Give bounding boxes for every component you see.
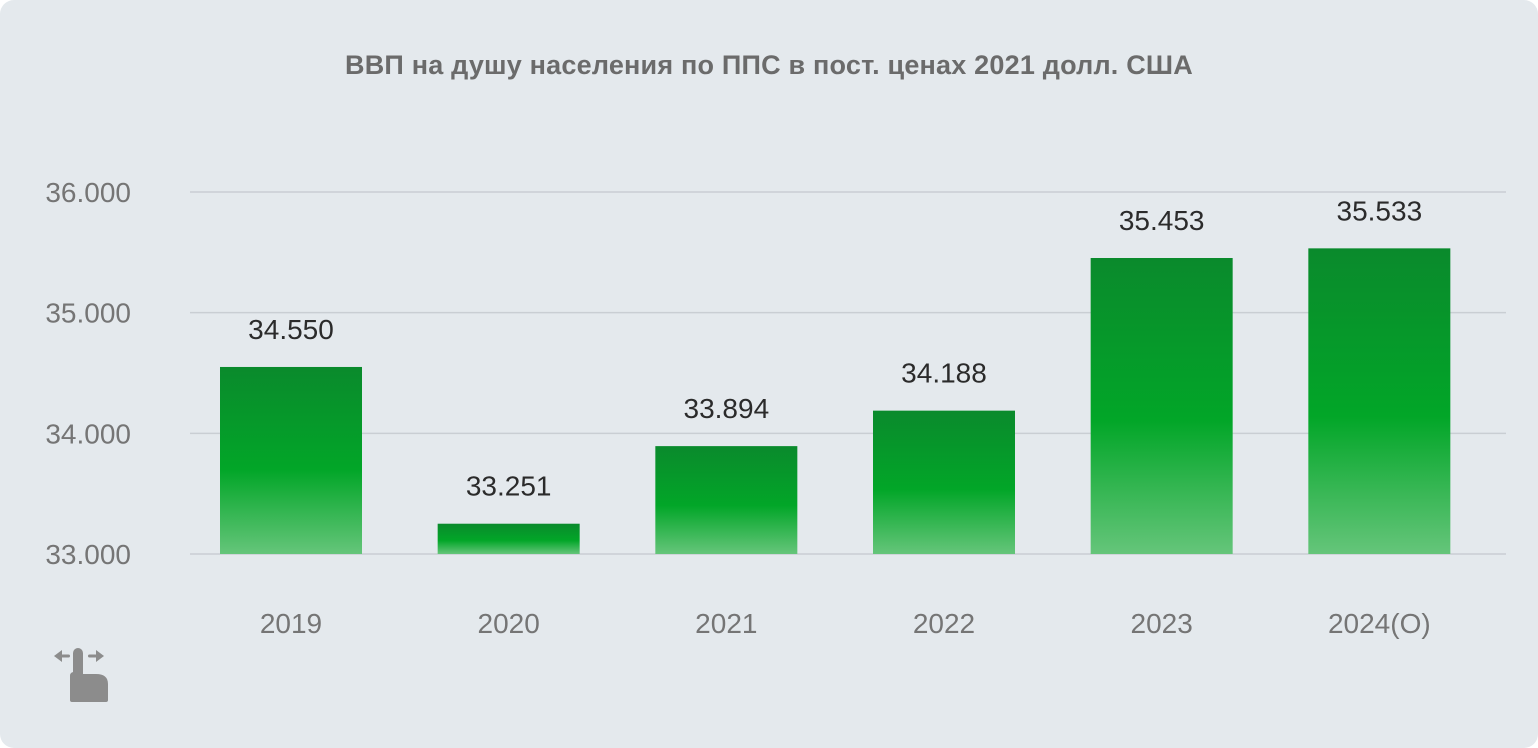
y-tick-label: 35.000 xyxy=(45,298,131,329)
bar-value-label: 33.894 xyxy=(684,393,770,424)
x-tick-label: 2020 xyxy=(478,608,540,639)
bar xyxy=(220,366,362,554)
bar-value-label: 34.188 xyxy=(901,358,987,389)
bar-value-label: 34.550 xyxy=(248,314,334,345)
y-tick-label: 34.000 xyxy=(45,418,131,449)
x-tick-label: 2019 xyxy=(260,608,322,639)
y-tick-label: 33.000 xyxy=(45,539,131,570)
x-tick-label: 2021 xyxy=(695,608,757,639)
bar xyxy=(437,523,580,554)
x-tick-label: 2024(O) xyxy=(1328,608,1431,639)
bar-value-label: 33.251 xyxy=(466,471,552,502)
x-tick-label: 2022 xyxy=(913,608,975,639)
y-tick-label: 36.000 xyxy=(45,177,131,208)
bars xyxy=(220,248,1451,555)
grid-lines xyxy=(190,191,1506,555)
x-axis-ticks: 2019 2020 2021 2022 2023 2024(O) xyxy=(260,608,1431,639)
data-labels: 34.550 33.251 33.894 34.188 35.453 35.533 xyxy=(248,195,1422,501)
bar-value-label: 35.533 xyxy=(1337,195,1423,226)
x-tick-label: 2023 xyxy=(1131,608,1193,639)
bar xyxy=(873,410,1015,554)
chart-title: ВВП на душу населения по ППС в пост. цен… xyxy=(345,50,1193,80)
bar xyxy=(1308,248,1451,555)
bar xyxy=(1090,258,1233,554)
bar xyxy=(655,446,798,554)
bar-value-label: 35.453 xyxy=(1119,205,1205,236)
y-axis-ticks: 33.000 34.000 35.000 36.000 xyxy=(45,177,131,570)
swipe-hand-icon[interactable] xyxy=(50,642,114,706)
